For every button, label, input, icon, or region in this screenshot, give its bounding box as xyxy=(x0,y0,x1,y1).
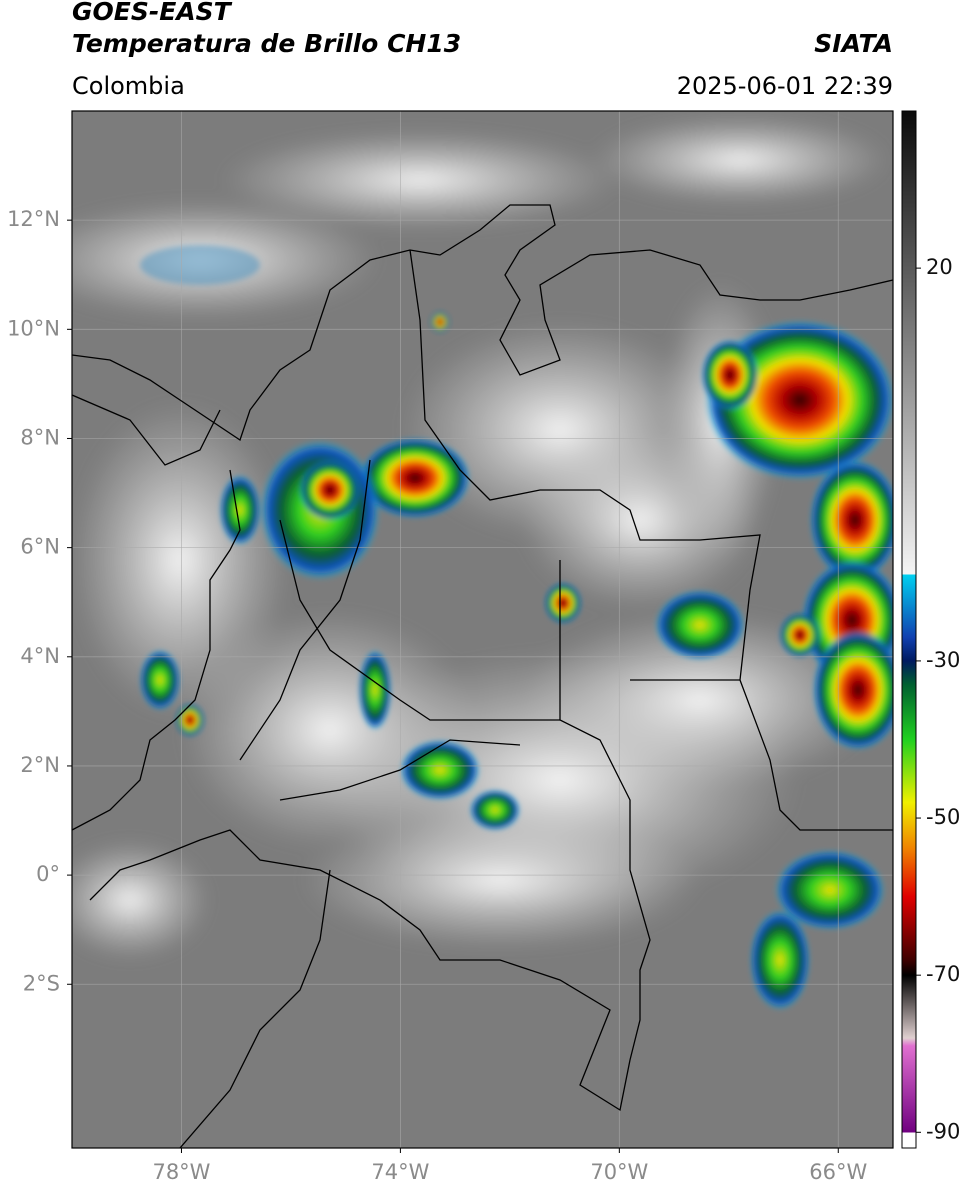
colorbar xyxy=(901,110,917,1149)
lat-tick-label: 4°N xyxy=(20,644,60,668)
lon-tick-label: 66°W xyxy=(809,1160,867,1184)
colorbar-tick-label: -90 xyxy=(926,1119,960,1143)
colorbar-tick-label: -50 xyxy=(926,805,960,829)
lon-tick-label: 74°W xyxy=(371,1160,429,1184)
region: Colombia xyxy=(72,72,185,100)
lon-tick-label: 70°W xyxy=(590,1160,648,1184)
colorbar-tick-label: 20 xyxy=(926,255,953,279)
title-line1: GOES-EAST xyxy=(72,0,233,26)
colorbar-tick-label: -70 xyxy=(926,962,960,986)
lon-tick-label: 78°W xyxy=(152,1160,210,1184)
lat-tick-label: 0° xyxy=(36,862,60,886)
lat-tick-label: 2°N xyxy=(20,753,60,777)
colorbar-tick-label: -30 xyxy=(926,648,960,672)
lat-tick-label: 12°N xyxy=(7,207,60,231)
map-frame xyxy=(71,110,894,1149)
title-line2: Temperatura de Brillo CH13 xyxy=(72,29,461,58)
source: SIATA xyxy=(814,29,893,58)
satellite-image xyxy=(72,111,893,1148)
lat-tick-label: 6°N xyxy=(20,535,60,559)
lat-tick-label: 10°N xyxy=(7,316,60,340)
lat-tick-label: 8°N xyxy=(20,425,60,449)
timestamp: 2025-06-01 22:39 xyxy=(677,72,893,100)
lat-tick-label: 2°S xyxy=(23,971,60,995)
